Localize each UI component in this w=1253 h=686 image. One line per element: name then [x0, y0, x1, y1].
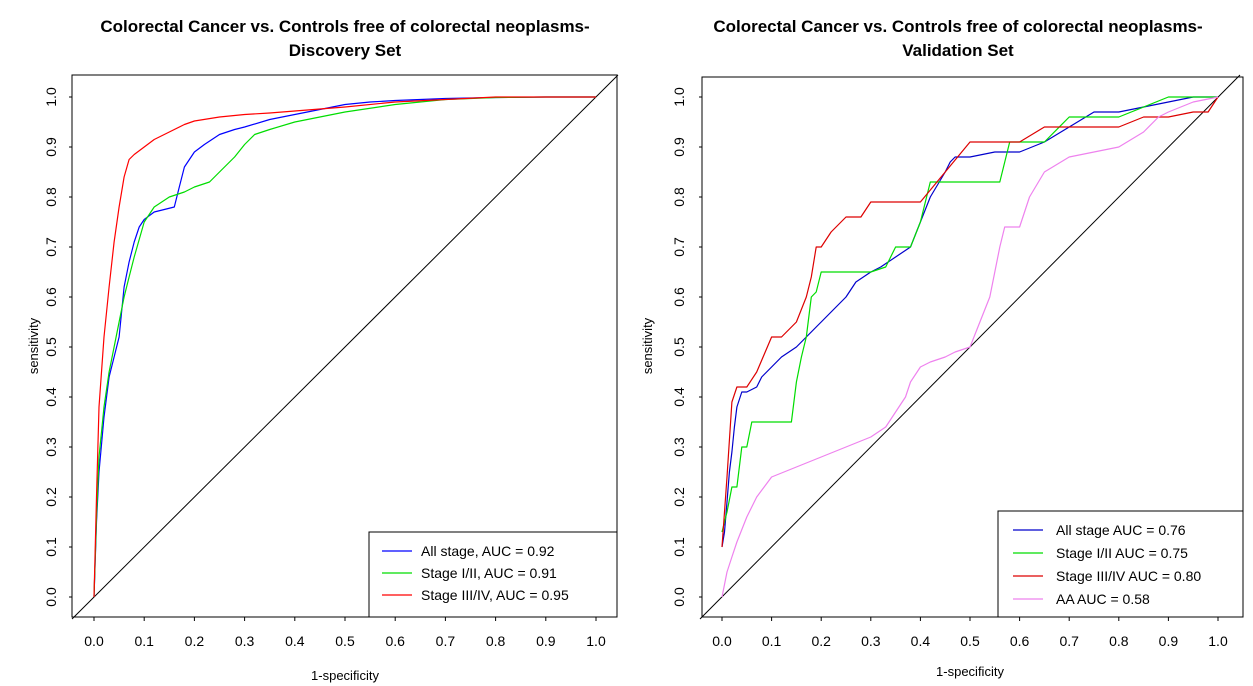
legend-label-stage-1-2: Stage I/II, AUC = 0.91	[421, 565, 557, 581]
x-axis-label: 1-specificity	[936, 664, 1004, 679]
legend-label-stage-3-4: Stage III/IV, AUC = 0.95	[421, 587, 569, 603]
y-tick-label: 0.7	[43, 237, 59, 257]
chart-title-line2: Discovery Set	[289, 41, 402, 60]
chart-panel-validation: Colorectal Cancer vs. Controls free of c…	[640, 17, 1244, 679]
legend-label-aa: AA AUC = 0.58	[1056, 591, 1150, 607]
x-tick-label: 0.6	[1010, 633, 1030, 649]
y-tick-label: 0.6	[43, 287, 59, 307]
y-tick-label: 0.6	[671, 287, 687, 307]
y-tick-label: 1.0	[671, 87, 687, 107]
roc-curve-series-4	[721, 96, 1219, 598]
x-tick-label: 0.7	[436, 633, 456, 649]
legend-label-all-stage: All stage, AUC = 0.92	[421, 543, 555, 559]
y-axis-label: sensitivity	[640, 317, 655, 374]
roc-curve-series-2	[93, 96, 596, 598]
roc-curve-series-3	[93, 96, 596, 598]
x-tick-label: 0.8	[486, 633, 506, 649]
chart-title-line1: Colorectal Cancer vs. Controls free of c…	[100, 17, 589, 36]
diagonal-reference-line	[71, 74, 619, 620]
x-tick-label: 0.5	[335, 633, 355, 649]
legend: All stage AUC = 0.76 Stage I/II AUC = 0.…	[997, 510, 1244, 618]
y-tick-label: 1.0	[43, 87, 59, 107]
y-tick-label: 0.7	[671, 237, 687, 257]
x-tick-label: 0.8	[1109, 633, 1129, 649]
roc-curve-series-3	[721, 96, 1219, 548]
y-tick-label: 0.4	[43, 387, 59, 407]
x-tick-label: 0.9	[1159, 633, 1179, 649]
y-tick-label: 0.3	[43, 437, 59, 457]
legend-box	[368, 531, 618, 618]
y-tick-label: 0.1	[671, 537, 687, 557]
y-tick-label: 0.5	[43, 337, 59, 357]
legend-label-stage-1-2: Stage I/II AUC = 0.75	[1056, 545, 1188, 561]
chart-panel-discovery: Colorectal Cancer vs. Controls free of c…	[26, 17, 619, 683]
x-tick-label: 0.4	[911, 633, 931, 649]
x-tick-label: 0.3	[861, 633, 881, 649]
y-tick-label: 0.2	[43, 487, 59, 507]
legend-label-all-stage: All stage AUC = 0.76	[1056, 522, 1186, 538]
roc-curve-series-1	[93, 96, 596, 598]
x-tick-label: 0.1	[762, 633, 782, 649]
x-tick-label: 0.4	[285, 633, 305, 649]
legend: All stage, AUC = 0.92 Stage I/II, AUC = …	[368, 531, 618, 618]
roc-curve-series-1	[721, 96, 1218, 548]
y-tick-label: 0.0	[43, 587, 59, 607]
x-tick-label: 0.2	[185, 633, 205, 649]
y-tick-label: 0.8	[43, 187, 59, 207]
x-tick-label: 0.7	[1059, 633, 1079, 649]
x-tick-label: 0.1	[134, 633, 154, 649]
legend-label-stage-3-4: Stage III/IV AUC = 0.80	[1056, 568, 1201, 584]
x-tick-label: 0.6	[385, 633, 405, 649]
y-axis-label: sensitivity	[26, 317, 41, 374]
x-tick-label: 0.3	[235, 633, 255, 649]
x-tick-label: 1.0	[1208, 633, 1228, 649]
y-tick-label: 0.9	[671, 137, 687, 157]
y-tick-label: 0.9	[43, 137, 59, 157]
y-tick-label: 0.2	[671, 487, 687, 507]
x-tick-label: 0.2	[811, 633, 831, 649]
y-tick-label: 0.5	[671, 337, 687, 357]
x-tick-label: 0.9	[536, 633, 556, 649]
x-tick-label: 1.0	[586, 633, 606, 649]
y-tick-label: 0.1	[43, 537, 59, 557]
y-tick-label: 0.8	[671, 187, 687, 207]
y-tick-label: 0.0	[671, 587, 687, 607]
y-tick-label: 0.3	[671, 437, 687, 457]
y-tick-label: 0.4	[671, 387, 687, 407]
x-tick-label: 0.5	[960, 633, 980, 649]
chart-title-line1: Colorectal Cancer vs. Controls free of c…	[713, 17, 1202, 36]
x-axis-label: 1-specificity	[311, 668, 379, 683]
chart-title-line2: Validation Set	[902, 41, 1014, 60]
x-tick-label: 0.0	[712, 633, 732, 649]
x-tick-label: 0.0	[84, 633, 104, 649]
